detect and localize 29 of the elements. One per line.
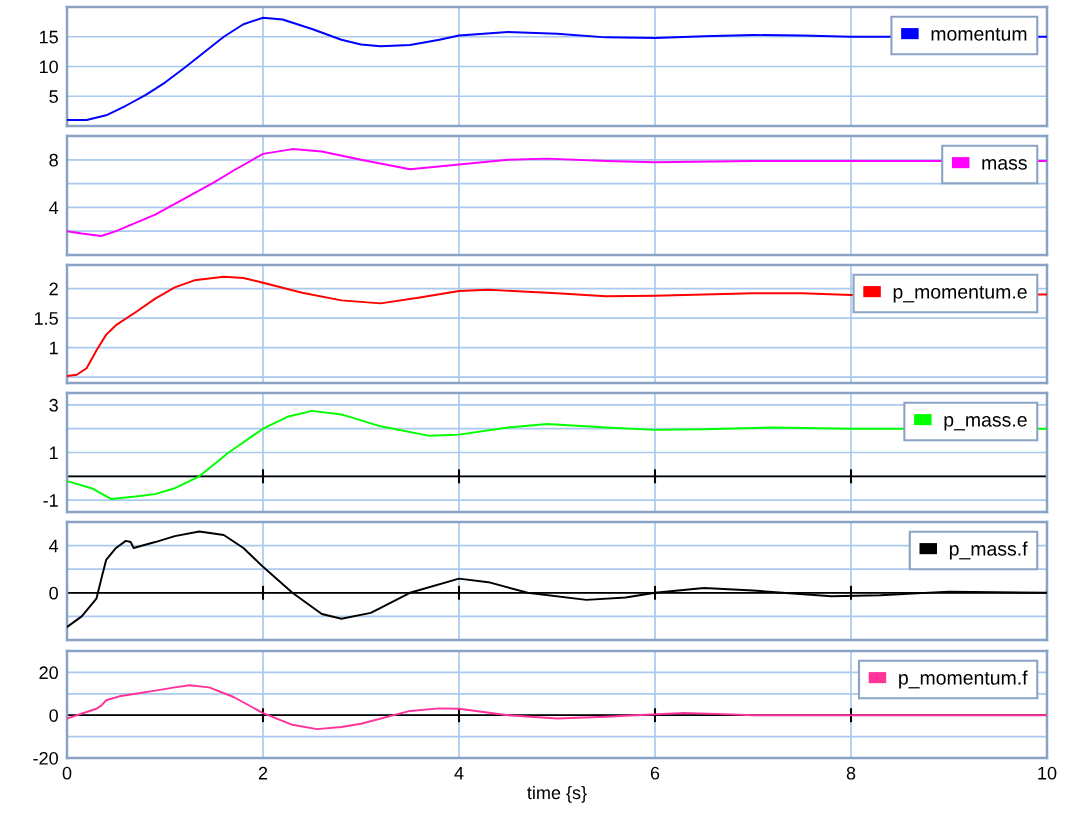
- y-tick-label: 1.5: [34, 312, 58, 325]
- y-tick-label: 10: [39, 60, 58, 74]
- legend-label: mass: [982, 159, 1027, 170]
- x-tick-label: 0: [62, 766, 72, 780]
- y-tick-label: 1: [50, 341, 58, 355]
- y-tick-label: 0: [49, 709, 58, 722]
- y-tick-label: 1: [50, 446, 58, 460]
- y-tick-label: 5: [49, 90, 58, 103]
- x-tick-label: 2: [258, 766, 268, 780]
- x-tick-label: 10: [1038, 766, 1057, 780]
- y-tick-label: -20: [33, 751, 58, 765]
- y-tick-label: 15: [39, 30, 58, 44]
- y-tick-label: 8: [49, 153, 58, 167]
- legend-label: p_momentum.f: [899, 670, 1028, 689]
- y-tick-label: -1: [43, 494, 58, 507]
- y-tick-label: 2: [49, 282, 58, 296]
- x-tick-label: 8: [846, 766, 856, 780]
- y-tick-label: 4: [49, 201, 59, 214]
- y-tick-label: 3: [49, 398, 58, 412]
- x-tick-label: 4: [454, 767, 464, 780]
- legend-label: momentum: [931, 27, 1027, 41]
- y-tick-label: 20: [39, 666, 58, 680]
- x-axis-title: time {s}: [527, 785, 587, 803]
- x-tick-label: 6: [650, 766, 660, 780]
- y-tick-label: 0: [49, 586, 58, 600]
- legend-label: p_mass.e: [944, 416, 1027, 431]
- legend-label: p_mass.f: [949, 541, 1028, 560]
- y-tick-label: 4: [49, 539, 59, 553]
- legend-label: p_momentum.e: [893, 285, 1027, 303]
